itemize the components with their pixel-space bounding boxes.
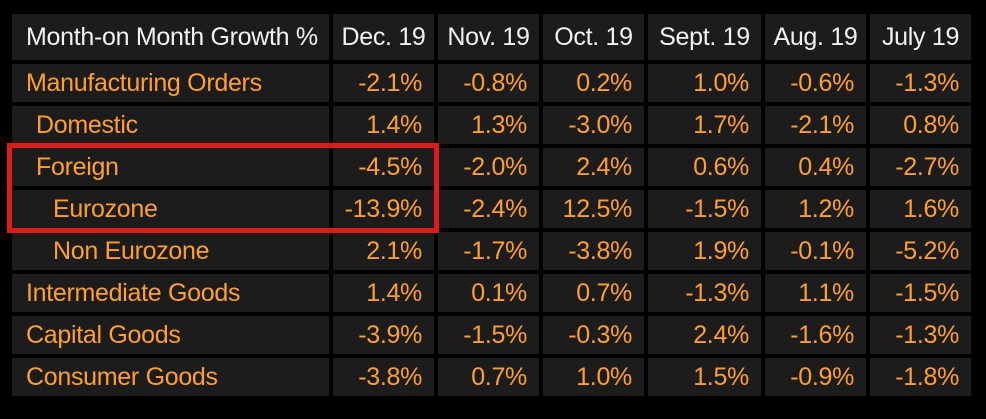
value-cell: -0.1% <box>765 232 866 270</box>
value-cell: -2.1% <box>765 106 866 144</box>
value-cell: -1.7% <box>438 232 539 270</box>
column-header: Sept. 19 <box>648 14 761 60</box>
table-row: Eurozone -13.9% -2.4% 12.5% -1.5% 1.2% 1.6% <box>12 190 971 228</box>
table-row: Non Eurozone 2.1% -1.7% -3.8% 1.9% -0.1% -5.2% <box>12 232 971 270</box>
value-cell: 0.8% <box>870 106 971 144</box>
month-on-month-growth-table: Month-on Month Growth % Dec. 19 Nov. 19 Oc… <box>8 10 975 400</box>
table-row: Capital Goods -3.9% -1.5% -0.3% 2.4% -1.6% -1.… <box>12 316 971 354</box>
row-label: Domestic <box>12 106 329 144</box>
value-cell: -1.5% <box>648 190 761 228</box>
value-cell: -1.5% <box>870 274 971 312</box>
value-cell: 1.2% <box>765 190 866 228</box>
value-cell: -2.7% <box>870 148 971 186</box>
value-cell: 0.1% <box>438 274 539 312</box>
table-row: Consumer Goods -3.8% 0.7% 1.0% 1.5% -0.9% -1.8… <box>12 358 971 396</box>
value-cell: -1.3% <box>648 274 761 312</box>
value-cell: 1.3% <box>438 106 539 144</box>
value-cell: 1.5% <box>648 358 761 396</box>
value-cell: -1.3% <box>870 64 971 102</box>
value-cell: -1.8% <box>870 358 971 396</box>
table-row: Domestic 1.4% 1.3% -3.0% 1.7% -2.1% 0.8% <box>12 106 971 144</box>
table-row: Manufacturing Orders -2.1% -0.8% 0.2% 1.0% -0… <box>12 64 971 102</box>
value-cell: -1.3% <box>870 316 971 354</box>
value-cell: -0.3% <box>543 316 644 354</box>
row-label: Capital Goods <box>12 316 329 354</box>
value-cell: 1.6% <box>870 190 971 228</box>
value-cell: -5.2% <box>870 232 971 270</box>
row-label: Non Eurozone <box>12 232 329 270</box>
value-cell: -1.6% <box>765 316 866 354</box>
value-cell: 1.1% <box>765 274 866 312</box>
value-cell: -4.5% <box>333 148 434 186</box>
value-cell: 2.4% <box>648 316 761 354</box>
row-label: Intermediate Goods <box>12 274 329 312</box>
column-header: Dec. 19 <box>333 14 434 60</box>
value-cell: 1.0% <box>648 64 761 102</box>
value-cell: -1.5% <box>438 316 539 354</box>
row-label: Consumer Goods <box>12 358 329 396</box>
header-row: Month-on Month Growth % Dec. 19 Nov. 19 Oc… <box>12 14 971 60</box>
table-title: Month-on Month Growth % <box>12 14 329 60</box>
value-cell: 0.7% <box>543 274 644 312</box>
value-cell: 1.9% <box>648 232 761 270</box>
value-cell: 1.4% <box>333 274 434 312</box>
value-cell: -3.8% <box>333 358 434 396</box>
column-header: Aug. 19 <box>765 14 866 60</box>
column-header: Oct. 19 <box>543 14 644 60</box>
value-cell: -3.0% <box>543 106 644 144</box>
value-cell: 0.6% <box>648 148 761 186</box>
column-header: Nov. 19 <box>438 14 539 60</box>
row-label: Manufacturing Orders <box>12 64 329 102</box>
value-cell: 2.1% <box>333 232 434 270</box>
value-cell: -0.9% <box>765 358 866 396</box>
column-header: July 19 <box>870 14 971 60</box>
value-cell: 12.5% <box>543 190 644 228</box>
value-cell: -3.9% <box>333 316 434 354</box>
table-row: Intermediate Goods 1.4% 0.1% 0.7% -1.3% 1.1% -… <box>12 274 971 312</box>
row-label: Eurozone <box>12 190 329 228</box>
value-cell: -2.0% <box>438 148 539 186</box>
value-cell: 1.0% <box>543 358 644 396</box>
value-cell: 1.4% <box>333 106 434 144</box>
value-cell: -13.9% <box>333 190 434 228</box>
value-cell: -2.1% <box>333 64 434 102</box>
value-cell: 0.2% <box>543 64 644 102</box>
value-cell: -0.6% <box>765 64 866 102</box>
value-cell: 0.7% <box>438 358 539 396</box>
row-label: Foreign <box>12 148 329 186</box>
value-cell: 2.4% <box>543 148 644 186</box>
table-row: Foreign -4.5% -2.0% 2.4% 0.6% 0.4% -2.7% <box>12 148 971 186</box>
value-cell: 0.4% <box>765 148 866 186</box>
value-cell: -0.8% <box>438 64 539 102</box>
value-cell: -2.4% <box>438 190 539 228</box>
value-cell: 1.7% <box>648 106 761 144</box>
value-cell: -3.8% <box>543 232 644 270</box>
